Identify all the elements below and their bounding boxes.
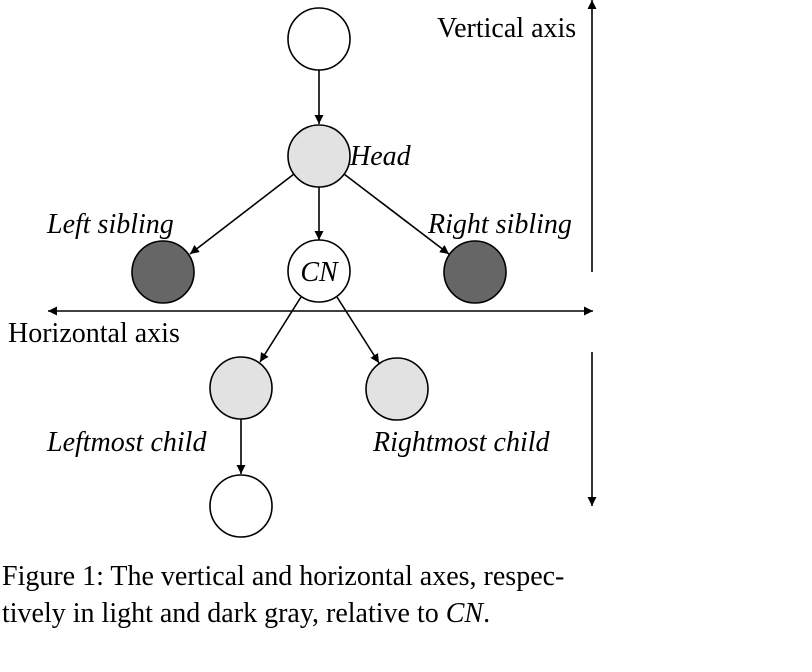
head-node xyxy=(287,124,351,188)
axes-diagram: Vertical axis Head Left sibling Right si… xyxy=(8,0,597,538)
cn-label: CN xyxy=(300,257,339,288)
edge-cn-to-rightmost-child xyxy=(336,296,380,364)
leftmost-child-node xyxy=(209,356,273,420)
horizontal-axis-label: Horizontal axis xyxy=(8,318,180,349)
edge-head-to-left-sibling xyxy=(189,173,295,255)
leftmost-child-label: Leftmost child xyxy=(46,427,207,458)
rightmost-child-node xyxy=(365,357,429,421)
head-label: Head xyxy=(349,141,412,172)
root-node xyxy=(287,7,351,71)
left-sibling-label: Left sibling xyxy=(46,209,174,240)
caption-cn-emphasis: CN xyxy=(445,598,484,629)
grandchild-node xyxy=(209,474,273,538)
caption-line-2-prefix: tively in light and dark gray, relative … xyxy=(2,598,446,629)
figure-caption: Figure 1: The vertical and horizontal ax… xyxy=(2,558,622,632)
rightmost-child-label: Rightmost child xyxy=(372,427,551,458)
edge-head-to-right-sibling xyxy=(343,173,450,255)
caption-line-1: Figure 1: The vertical and horizontal ax… xyxy=(2,561,565,592)
right-sibling-label: Right sibling xyxy=(427,209,572,240)
cn-node xyxy=(287,239,351,303)
caption-line-2-suffix: . xyxy=(483,598,491,629)
left-sibling-node xyxy=(131,240,195,304)
vertical-axis-label: Vertical axis xyxy=(437,13,576,44)
edge-cn-to-leftmost-child xyxy=(259,296,302,363)
right-sibling-node xyxy=(443,240,507,304)
